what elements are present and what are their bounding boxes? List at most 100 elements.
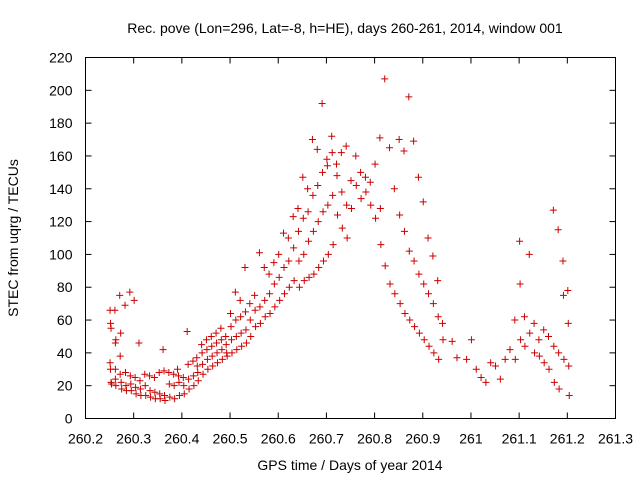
data-point bbox=[242, 326, 250, 334]
data-point bbox=[223, 352, 231, 360]
data-point bbox=[386, 144, 394, 152]
x-tick-label: 260.5 bbox=[213, 431, 248, 447]
data-point bbox=[285, 283, 293, 291]
data-point bbox=[111, 306, 119, 314]
data-point bbox=[289, 213, 297, 221]
data-point bbox=[395, 136, 403, 144]
data-point bbox=[171, 395, 179, 403]
x-tick-label: 260.8 bbox=[357, 431, 392, 447]
data-point bbox=[318, 99, 326, 107]
data-point bbox=[275, 250, 283, 258]
data-point bbox=[304, 208, 312, 216]
data-point bbox=[531, 349, 539, 357]
data-point bbox=[135, 339, 143, 347]
data-point bbox=[150, 373, 158, 381]
data-point bbox=[559, 291, 567, 299]
data-point bbox=[467, 336, 475, 344]
y-tick-label: 160 bbox=[49, 148, 73, 164]
data-point bbox=[228, 349, 236, 357]
data-point bbox=[323, 155, 331, 163]
data-point bbox=[117, 329, 125, 337]
data-point bbox=[284, 234, 292, 242]
data-point bbox=[241, 308, 249, 316]
data-point bbox=[266, 290, 274, 298]
data-point bbox=[545, 332, 553, 340]
data-point bbox=[511, 316, 519, 324]
data-point bbox=[131, 373, 139, 381]
data-point bbox=[521, 342, 529, 350]
data-point bbox=[338, 224, 346, 232]
data-point bbox=[246, 316, 254, 324]
data-point bbox=[295, 257, 303, 265]
data-point bbox=[165, 380, 173, 388]
data-point bbox=[222, 332, 230, 340]
data-point bbox=[111, 375, 119, 383]
data-point bbox=[189, 372, 197, 380]
data-point bbox=[415, 329, 423, 337]
x-axis-title: GPS time / Days of year 2014 bbox=[257, 457, 442, 473]
y-axis-title: STEC from uqrg / TECUs bbox=[5, 159, 21, 317]
data-point bbox=[415, 270, 423, 278]
data-point bbox=[222, 341, 230, 349]
data-point bbox=[142, 392, 150, 400]
data-point bbox=[212, 329, 220, 337]
data-point bbox=[271, 303, 279, 311]
data-point bbox=[275, 273, 283, 281]
data-point bbox=[343, 201, 351, 209]
data-point bbox=[198, 349, 206, 357]
y-tick-label: 200 bbox=[49, 82, 73, 98]
data-point bbox=[309, 191, 317, 199]
data-point bbox=[333, 172, 341, 180]
data-point bbox=[185, 375, 193, 383]
x-tick-label: 260.7 bbox=[309, 431, 344, 447]
data-point bbox=[136, 385, 144, 393]
data-point bbox=[227, 323, 235, 331]
data-point bbox=[136, 377, 144, 385]
data-point bbox=[141, 370, 149, 378]
data-point bbox=[516, 280, 524, 288]
data-point bbox=[214, 359, 222, 367]
data-point bbox=[410, 257, 418, 265]
data-point bbox=[213, 339, 221, 347]
data-point bbox=[315, 264, 323, 272]
data-point bbox=[127, 380, 135, 388]
x-tick-label: 260.9 bbox=[405, 431, 440, 447]
y-tick-label: 60 bbox=[57, 312, 73, 328]
data-point bbox=[204, 365, 212, 373]
data-point bbox=[160, 367, 168, 375]
data-point bbox=[540, 326, 548, 334]
data-point bbox=[237, 313, 245, 321]
data-point bbox=[425, 290, 433, 298]
data-point bbox=[501, 355, 509, 363]
data-point bbox=[324, 250, 332, 258]
data-point bbox=[300, 250, 308, 258]
data-point bbox=[155, 369, 163, 377]
data-point bbox=[405, 247, 413, 255]
data-point bbox=[285, 257, 293, 265]
data-point bbox=[401, 309, 409, 317]
data-point bbox=[174, 365, 182, 373]
x-tick-label: 261.2 bbox=[550, 431, 585, 447]
data-point bbox=[492, 362, 500, 370]
data-point bbox=[372, 214, 380, 222]
data-point bbox=[305, 237, 313, 245]
data-point bbox=[463, 355, 471, 363]
data-point bbox=[555, 385, 563, 393]
data-point bbox=[193, 354, 201, 362]
data-point bbox=[564, 287, 572, 295]
data-point bbox=[540, 359, 548, 367]
data-point bbox=[400, 227, 408, 235]
data-point bbox=[265, 270, 273, 278]
x-tick-label: 260.6 bbox=[261, 431, 296, 447]
data-point bbox=[320, 257, 328, 265]
data-point bbox=[429, 252, 437, 260]
data-point bbox=[112, 336, 120, 344]
data-point bbox=[526, 329, 534, 337]
data-point bbox=[425, 342, 433, 350]
data-point bbox=[337, 149, 345, 157]
data-point bbox=[127, 387, 135, 395]
data-point bbox=[517, 336, 525, 344]
data-point bbox=[242, 339, 250, 347]
data-point bbox=[511, 355, 519, 363]
data-point bbox=[256, 319, 264, 327]
